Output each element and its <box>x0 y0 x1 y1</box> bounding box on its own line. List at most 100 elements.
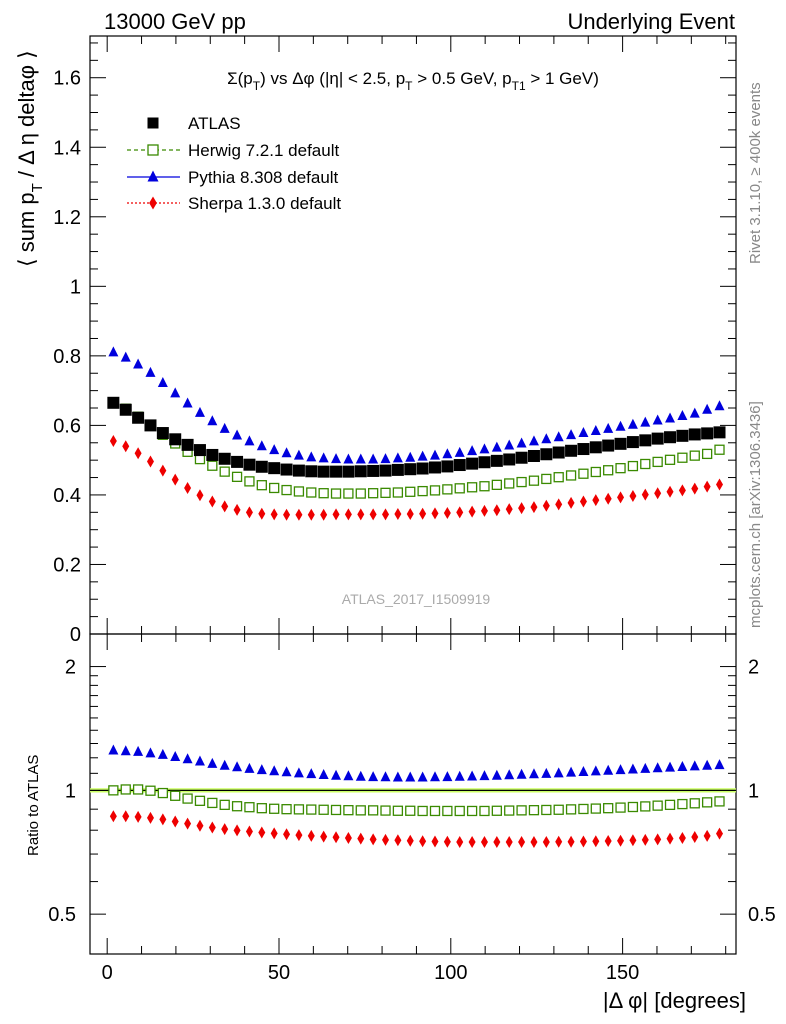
data-point <box>231 455 244 468</box>
data-point <box>615 420 626 431</box>
y-tick-label: 1 <box>70 276 81 298</box>
data-point <box>552 446 565 459</box>
ratio-data-point <box>702 759 713 770</box>
data-point <box>701 427 714 440</box>
data-point <box>380 453 391 464</box>
ratio-data-point <box>429 771 440 782</box>
data-point <box>454 446 465 457</box>
data-point <box>159 464 167 477</box>
ratio-data-point <box>382 833 390 846</box>
ratio-data-point <box>318 768 329 779</box>
data-point <box>676 429 689 442</box>
data-point <box>490 454 503 467</box>
ratio-data-point <box>665 761 676 772</box>
ratio-data-point <box>355 770 366 781</box>
data-point <box>184 481 192 494</box>
legend-item: Pythia 8.308 default <box>127 168 339 187</box>
ratio-data-point <box>367 805 379 816</box>
ratio-data-point <box>145 785 156 796</box>
ratio-data-point <box>604 835 612 848</box>
data-point <box>602 439 615 452</box>
series-sherpa-1-3-0-default <box>109 435 724 521</box>
data-point <box>293 449 304 460</box>
x-tick-label: 150 <box>606 962 639 984</box>
ratio-data-point <box>244 802 255 813</box>
ratio-data-point <box>369 833 377 846</box>
data-point <box>256 480 267 491</box>
data-point <box>404 463 417 476</box>
ratio-panel-frame <box>89 633 737 955</box>
data-point <box>603 465 614 476</box>
legend-marker <box>147 144 159 156</box>
ratio-data-point <box>207 757 218 768</box>
data-point <box>528 475 540 486</box>
data-point <box>542 499 550 512</box>
data-point <box>640 416 651 427</box>
ratio-data-point <box>293 767 304 778</box>
ratio-data-point <box>629 834 637 847</box>
data-point <box>417 450 428 461</box>
ratio-data-point <box>405 771 416 782</box>
ratio-data-point <box>281 766 292 777</box>
data-point <box>206 448 219 461</box>
data-point <box>406 508 414 521</box>
data-point <box>342 465 355 478</box>
ratio-data-point <box>419 835 427 848</box>
data-point <box>382 508 390 521</box>
data-point <box>357 508 365 521</box>
data-point <box>654 487 662 500</box>
legend-label: Sherpa 1.3.0 default <box>188 194 341 213</box>
ratio-data-point <box>553 767 564 778</box>
main-y-axis-label: ⟨ sum pT / Δ η deltaφ ⟩ <box>14 50 46 267</box>
ratio-data-point <box>468 835 476 848</box>
legend: ATLAS Herwig 7.2.1 default Pythia 8.308 de… <box>127 114 341 213</box>
data-point <box>343 488 354 499</box>
data-point <box>714 400 725 411</box>
x-tick-label: 50 <box>268 962 290 984</box>
data-point <box>231 471 243 483</box>
ratio-data-point <box>196 819 204 832</box>
ratio-series-pythia-8-308-default <box>108 744 725 782</box>
data-point <box>617 491 625 504</box>
data-point <box>221 500 229 513</box>
ratio-data-point <box>518 835 526 848</box>
data-point <box>281 484 292 496</box>
ratio-data-point <box>392 805 404 816</box>
y-tick-label: 0.4 <box>53 485 81 507</box>
ratio-data-point <box>256 803 267 814</box>
ratio-data-point <box>120 784 131 795</box>
ratio-data-point <box>491 805 502 816</box>
data-point <box>518 502 526 515</box>
data-point <box>108 346 119 357</box>
x-axis: 0 50 100 150 <box>102 36 727 984</box>
data-point <box>603 422 614 433</box>
main-watermark: ATLAS_2017_I1509919 <box>342 591 491 607</box>
data-point <box>270 508 278 521</box>
ratio-data-point <box>578 766 589 777</box>
ratio-data-point <box>134 810 142 823</box>
ratio-data-point <box>293 804 305 815</box>
data-point <box>566 429 577 440</box>
ratio-data-point <box>406 834 414 847</box>
data-point <box>565 470 577 481</box>
ratio-data-point <box>689 798 700 809</box>
data-point <box>305 465 318 478</box>
y-tick-label: 0.8 <box>53 346 81 368</box>
data-point <box>170 387 181 398</box>
series-pythia-8-308-default <box>108 346 725 464</box>
data-point <box>306 487 317 498</box>
ratio-data-point <box>528 805 540 816</box>
data-point <box>181 438 194 451</box>
data-point <box>505 503 513 516</box>
data-point <box>627 418 638 429</box>
ratio-data-point <box>394 834 402 847</box>
ratio-data-point <box>617 834 625 847</box>
y-tick-label: 0.2 <box>53 554 81 576</box>
data-point <box>516 476 527 488</box>
data-point <box>615 463 626 474</box>
data-point <box>578 468 589 479</box>
data-point <box>504 478 515 489</box>
ratio-data-point <box>146 811 154 824</box>
ratio-data-point <box>714 759 725 770</box>
legend-label: ATLAS <box>188 114 241 133</box>
